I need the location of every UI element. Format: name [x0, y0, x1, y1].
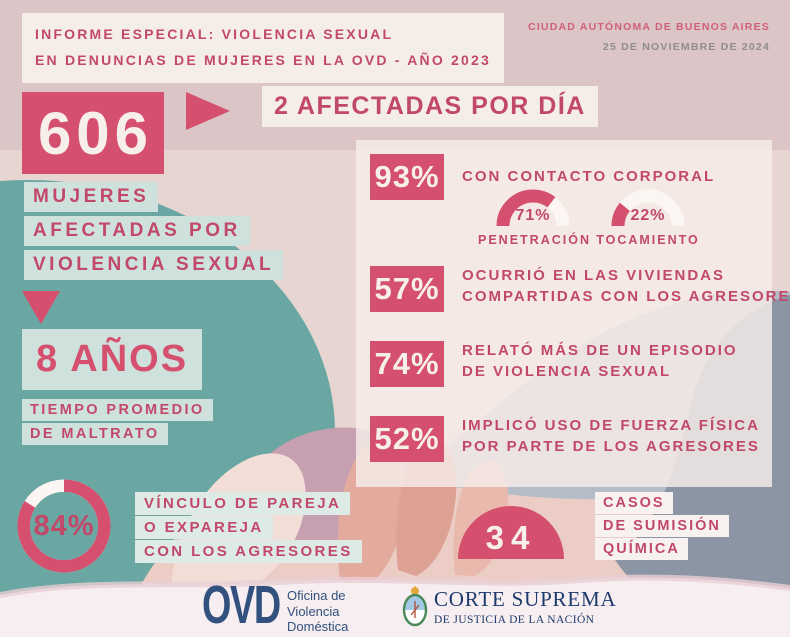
headline-label-line3: VIOLENCIA SEXUAL: [24, 250, 284, 280]
touching-label: TOCAMIENTO: [596, 233, 700, 247]
stat-contact-value: 93%: [370, 154, 444, 200]
footer-band-shape: [0, 577, 790, 637]
stat-dwelling-label: OCURRIÓ EN LAS VIVIENDAS COMPARTIDAS CON…: [462, 265, 790, 307]
gauge-svg: [496, 189, 570, 227]
ovd-logo: OVD: [202, 575, 281, 635]
stat-episodes-value: 74%: [370, 341, 444, 387]
avg-duration-label-line1: TIEMPO PROMEDIO: [22, 399, 213, 421]
report-date: 25 DE NOVIEMBRE DE 2024: [602, 40, 770, 53]
partner-label-line2: O EXPAREJA: [135, 516, 273, 539]
gauge-arc-area: 71%: [478, 188, 588, 230]
ovd-subtitle-line2: Violencia: [287, 603, 340, 619]
avg-duration-label-line2: DE MALTRATO: [22, 423, 168, 445]
coat-of-arms-icon: [402, 585, 428, 627]
ovd-subtitle-line1: Oficina de: [287, 588, 346, 603]
gauge-arc-area: 22%: [593, 188, 703, 230]
stat-force-label: IMPLICÓ USO DE FUERZA FÍSICA POR PARTE D…: [462, 415, 760, 457]
stat-contact-label: CON CONTACTO CORPORAL: [462, 168, 716, 185]
footer-wave-accent: [0, 574, 790, 598]
stat-force-label-line1: IMPLICÓ USO DE FUERZA FÍSICA: [462, 417, 760, 434]
report-title: INFORME ESPECIAL: VIOLENCIA SEXUAL EN DE…: [22, 13, 504, 83]
ovd-subtitle-line3: Doméstica: [287, 619, 349, 635]
partner-label-line3: CON LOS AGRESORES: [135, 540, 362, 563]
partner-donut-chart: 84%: [16, 478, 112, 574]
penetration-gauge-chart: 71% PENETRACIÓN: [478, 188, 591, 247]
report-title-line1: INFORME ESPECIAL: VIOLENCIA SEXUAL: [35, 26, 394, 42]
partner-label-line1: VÍNCULO DE PAREJA: [135, 492, 351, 515]
report-location: CIUDAD AUTÓNOMA DE BUENOS AIRES: [528, 21, 770, 33]
supreme-court-logo: CORTE SUPREMA DE JUSTICIA DE LA NACIÓN: [434, 587, 616, 626]
per-day-statement: 2 AFECTADAS POR DÍA: [262, 86, 598, 127]
penetration-label: PENETRACIÓN: [478, 233, 591, 247]
ovd-logo-subtitle: Oficina de Violencia Doméstica: [287, 588, 348, 635]
gauge-value-arc: [611, 189, 685, 227]
touching-gauge-chart: 22% TOCAMIENTO: [593, 188, 703, 247]
court-name: CORTE SUPREMA: [434, 587, 617, 611]
touching-percentage: 22%: [630, 207, 666, 224]
partner-percentage: 84%: [33, 509, 95, 542]
chemical-label-line2: DE SUMISIÓN: [595, 515, 729, 537]
stat-force-value: 52%: [370, 416, 444, 462]
stats-panel: 93% CON CONTACTO CORPORAL 71% PENETRACIÓ…: [356, 140, 790, 487]
avg-duration-value: 8 AÑOS: [22, 329, 203, 390]
stat-episodes-label-line2: DE VIOLENCIA SEXUAL: [462, 363, 672, 380]
court-subtitle: DE JUSTICIA DE LA NACIÓN: [434, 614, 595, 626]
arrow-down-icon: [22, 291, 60, 324]
stat-dwelling-value: 57%: [370, 266, 444, 312]
chemical-label-line1: CASOS: [595, 492, 673, 514]
donut-svg: [17, 479, 111, 573]
stat-force-label-line2: POR PARTE DE LOS AGRESORES: [462, 438, 760, 455]
stat-dwelling-label-line1: OCURRIÓ EN LAS VIVIENDAS: [462, 267, 726, 284]
stat-episodes-label: RELATÓ MÁS DE UN EPISODIO DE VIOLENCIA S…: [462, 340, 738, 382]
report-title-line2: EN DENUNCIAS DE MUJERES EN LA OVD - AÑO …: [35, 51, 491, 68]
gauge-svg: [611, 189, 685, 227]
arrow-right-icon: [186, 92, 230, 130]
stat-episodes-label-line1: RELATÓ MÁS DE UN EPISODIO: [462, 342, 738, 359]
donut-value-arc: [17, 479, 111, 573]
stat-dwelling-label-line2: COMPARTIDAS CON LOS AGRESORES: [462, 288, 790, 305]
report-meta: CIUDAD AUTÓNOMA DE BUENOS AIRES 25 DE NO…: [528, 18, 770, 58]
chemical-label-line3: QUÍMICA: [595, 538, 688, 560]
total-women-count: 606: [22, 92, 164, 174]
penetration-percentage: 71%: [515, 207, 551, 224]
gauge-value-arc: [496, 189, 570, 227]
headline-label-line1: MUJERES: [24, 182, 159, 212]
headline-label-line2: AFECTADAS POR: [24, 216, 250, 246]
